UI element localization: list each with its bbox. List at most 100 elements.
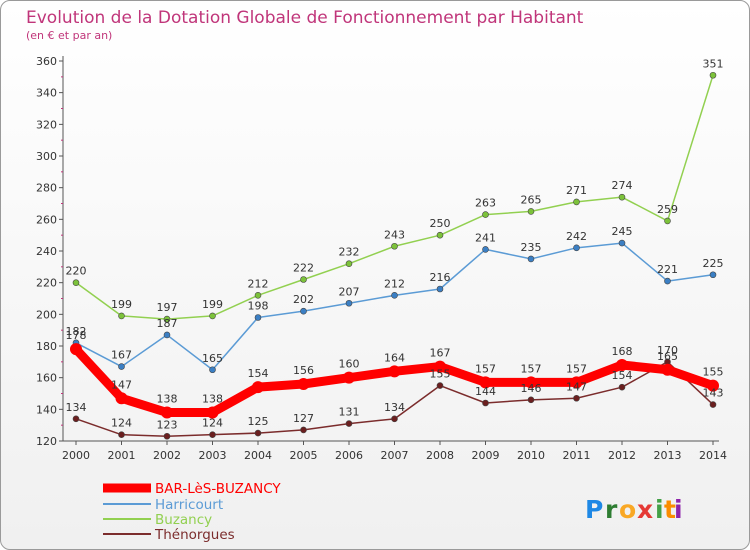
data-label: 243 bbox=[384, 228, 405, 241]
data-point bbox=[527, 255, 535, 263]
data-point bbox=[616, 359, 628, 371]
data-label: 220 bbox=[66, 265, 87, 278]
data-point bbox=[391, 292, 398, 299]
data-label: 216 bbox=[430, 271, 451, 284]
data-point bbox=[527, 208, 535, 215]
x-tick-label: 2008 bbox=[426, 449, 454, 462]
chart-title: Evolution de la Dotation Globale de Fonc… bbox=[26, 8, 584, 28]
data-point bbox=[482, 211, 489, 218]
data-point bbox=[573, 244, 580, 252]
y-tick-label: 280 bbox=[36, 182, 57, 195]
x-tick-label: 2014 bbox=[699, 449, 727, 462]
data-point bbox=[707, 379, 719, 392]
x-tick-label: 2003 bbox=[199, 449, 227, 462]
data-point bbox=[254, 314, 262, 321]
data-label: 124 bbox=[202, 417, 223, 430]
data-point bbox=[72, 415, 80, 423]
data-label: 221 bbox=[657, 263, 678, 276]
legend: BAR-LèS-BUZANCYHarricourtBuzancyThénorgu… bbox=[103, 481, 281, 543]
x-tick-label: 2011 bbox=[563, 449, 591, 462]
logo-letter: x bbox=[637, 495, 653, 524]
data-label: 199 bbox=[202, 298, 223, 311]
data-label: 127 bbox=[293, 412, 314, 425]
data-point bbox=[388, 365, 401, 378]
data-label: 157 bbox=[566, 362, 587, 375]
data-label: 212 bbox=[384, 277, 405, 290]
data-point bbox=[209, 366, 216, 374]
data-label: 241 bbox=[475, 231, 496, 244]
data-point bbox=[434, 360, 446, 373]
data-label: 197 bbox=[157, 301, 178, 314]
data-label: 157 bbox=[475, 362, 496, 375]
x-tick-label: 2013 bbox=[654, 449, 682, 462]
data-label: 134 bbox=[66, 401, 87, 414]
data-label: 164 bbox=[384, 351, 405, 364]
data-label: 167 bbox=[430, 347, 451, 360]
x-tick-label: 2004 bbox=[244, 449, 272, 462]
data-point bbox=[664, 277, 671, 285]
data-point bbox=[436, 382, 444, 389]
x-tick-label: 2002 bbox=[153, 449, 181, 462]
data-label: 124 bbox=[111, 417, 132, 430]
data-point bbox=[618, 383, 626, 391]
data-label: 134 bbox=[384, 401, 405, 414]
x-tick-label: 2006 bbox=[335, 449, 363, 462]
data-point bbox=[115, 392, 128, 405]
data-point bbox=[161, 406, 173, 419]
data-point bbox=[163, 331, 171, 339]
data-point bbox=[482, 246, 489, 253]
y-tick-label: 180 bbox=[36, 340, 57, 353]
data-label: 274 bbox=[612, 179, 633, 192]
y-tick-label: 300 bbox=[36, 150, 57, 163]
data-point bbox=[482, 399, 489, 407]
data-point bbox=[570, 376, 583, 389]
data-point bbox=[709, 71, 717, 79]
data-label: 242 bbox=[566, 230, 587, 243]
y-tick-label: 320 bbox=[36, 118, 57, 131]
data-point bbox=[573, 394, 580, 402]
data-label: 207 bbox=[339, 285, 360, 298]
data-label: 138 bbox=[202, 393, 223, 406]
data-label: 156 bbox=[293, 364, 314, 377]
data-label: 202 bbox=[293, 293, 314, 306]
y-tick-label: 200 bbox=[36, 308, 57, 321]
x-tick-label: 2012 bbox=[608, 449, 636, 462]
axes: 120 140 160 180 200 220 240 260 280 300 320 340 360 2… bbox=[36, 55, 727, 462]
logo-letter: i bbox=[674, 495, 683, 524]
legend-label: BAR-LèS-BUZANCY bbox=[155, 481, 281, 497]
y-tick-label: 260 bbox=[36, 213, 57, 226]
data-label: 271 bbox=[566, 184, 587, 197]
series-layer bbox=[70, 71, 719, 440]
y-tick-label: 120 bbox=[36, 435, 57, 448]
data-label: 147 bbox=[566, 380, 587, 393]
data-label: 232 bbox=[339, 246, 360, 259]
data-point bbox=[252, 381, 264, 394]
data-label: 143 bbox=[703, 387, 724, 400]
data-point bbox=[436, 231, 444, 239]
data-point bbox=[163, 315, 171, 323]
data-point bbox=[118, 363, 125, 370]
logo-letter: P bbox=[585, 495, 603, 524]
data-label: 265 bbox=[521, 193, 542, 206]
data-point bbox=[343, 371, 355, 384]
data-point bbox=[709, 401, 717, 408]
x-tick-label: 2010 bbox=[517, 449, 545, 462]
data-label: 198 bbox=[248, 300, 269, 313]
data-label: 123 bbox=[157, 418, 178, 431]
data-label: 168 bbox=[612, 345, 633, 358]
data-point bbox=[163, 432, 171, 440]
data-label: 165 bbox=[657, 350, 678, 363]
data-point bbox=[664, 217, 671, 225]
x-tick-label: 2005 bbox=[290, 449, 318, 462]
data-point bbox=[300, 426, 307, 434]
data-label: 199 bbox=[111, 298, 132, 311]
data-point bbox=[254, 292, 262, 299]
data-label: 154 bbox=[248, 367, 269, 380]
data-label: 259 bbox=[657, 203, 678, 216]
data-labels: 220 199 197 199 212 222 232 243 250 263 265 271 274 2… bbox=[66, 57, 724, 431]
logo-letter: r bbox=[605, 495, 618, 524]
data-point bbox=[618, 239, 626, 247]
data-point bbox=[391, 415, 398, 423]
